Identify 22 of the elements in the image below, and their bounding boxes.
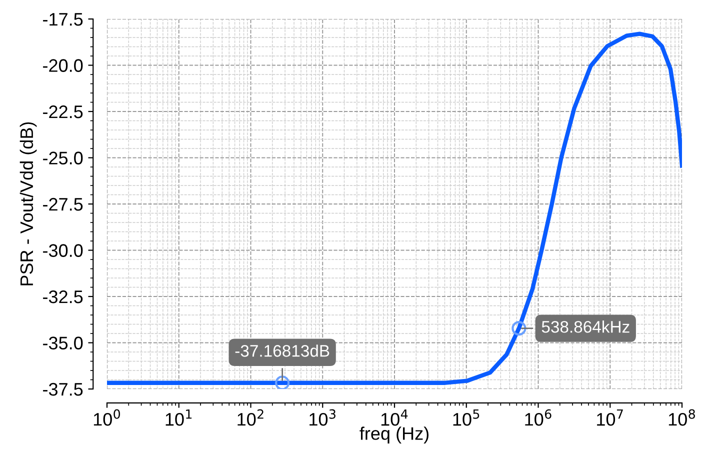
annotation: -37.16813dB <box>235 344 330 357</box>
x-tick-label: 10$^{4}$ <box>381 409 408 426</box>
y-tick-label: -27.5 <box>43 198 83 211</box>
x-tick-label: 10$^{6}$ <box>525 409 552 426</box>
y-tick-label: -37.5 <box>43 382 83 396</box>
x-tick-label: 10$^{0}$ <box>94 409 120 426</box>
y-tick-label: -20.0 <box>43 59 83 72</box>
x-tick-label: 10$^{3}$ <box>310 409 336 426</box>
y-tick-label: -32.5 <box>43 290 83 304</box>
y-tick-label: -25.0 <box>43 152 83 164</box>
y-tick-label: -30.0 <box>43 244 83 257</box>
annotation: 538.864kHz <box>542 320 630 333</box>
x-tick-label: 10$^{8}$ <box>668 409 695 426</box>
x-tick-label: 10$^{7}$ <box>597 409 623 426</box>
x-tick-label: 10$^{2}$ <box>238 409 264 426</box>
y-tick-label: -17.5 <box>43 13 83 26</box>
y-axis-title: PSR - Vout/Vdd (dB) <box>20 122 37 286</box>
x-axis-title: freq (Hz) <box>360 426 428 444</box>
y-tick-label: -22.5 <box>43 105 83 118</box>
x-tick-label: 10$^{1}$ <box>166 409 192 426</box>
y-tick-label: -35.0 <box>43 336 83 350</box>
x-tick-label: 10$^{5}$ <box>453 409 480 426</box>
